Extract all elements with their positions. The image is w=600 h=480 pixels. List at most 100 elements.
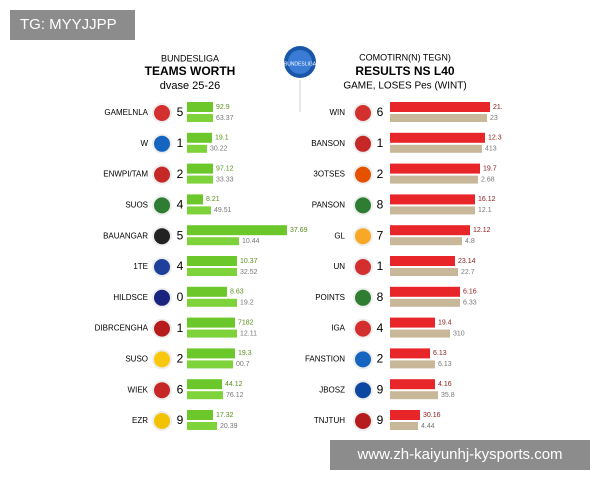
- team-badge: [152, 164, 172, 185]
- team-name: EZR: [132, 416, 148, 425]
- left-subtitle: dvase 25-26: [160, 80, 221, 92]
- team-badge: [152, 133, 172, 154]
- bar-bottom: [390, 268, 458, 276]
- rank: 1: [177, 321, 184, 335]
- team-badge: [152, 226, 172, 247]
- bar-bottom: [187, 114, 213, 122]
- team-badge: [353, 380, 373, 401]
- value-bottom: 4.44: [421, 423, 435, 430]
- left-title-top: BUNDESLIGA: [161, 53, 219, 63]
- logo-inner: [288, 50, 312, 74]
- watermark: TG: MYYJJPP: [10, 10, 135, 40]
- team-name: SUSO: [125, 355, 148, 364]
- team-badge: [152, 380, 172, 401]
- team-badge: [353, 318, 373, 339]
- value-top: 37.69: [290, 227, 308, 234]
- bar-bottom: [187, 237, 239, 246]
- value-bottom: 30.22: [210, 146, 228, 153]
- bar-bottom: [390, 422, 418, 430]
- value-bottom: 4.8: [465, 238, 475, 245]
- team-name: WIN: [329, 108, 345, 117]
- team-name: JBOSZ: [319, 385, 345, 394]
- team-name: 3OTSES: [313, 170, 345, 179]
- rank: 8: [377, 198, 384, 212]
- value-top: 4.16: [438, 381, 452, 388]
- team-badge: [353, 226, 373, 247]
- rank: 4: [177, 198, 184, 212]
- bar-bottom: [187, 391, 223, 400]
- team-name: GL: [334, 231, 345, 240]
- team-badge: [353, 257, 373, 277]
- value-bottom: 20.39: [220, 423, 238, 430]
- team-badge: [353, 164, 373, 185]
- value-bottom: 32.52: [240, 269, 258, 276]
- bar-top: [390, 348, 430, 359]
- value-top: 23.14: [458, 258, 476, 265]
- bar-bottom: [187, 422, 217, 430]
- team-name: W: [140, 139, 148, 148]
- bar-top: [187, 194, 203, 205]
- team-name: PANSON: [312, 201, 345, 210]
- team-badge: [152, 349, 172, 370]
- bar-top: [187, 348, 235, 359]
- team-name: BANSON: [311, 139, 345, 148]
- rank: 5: [177, 105, 184, 119]
- bar-bottom: [187, 144, 207, 153]
- bar-bottom: [187, 298, 237, 307]
- bar-top: [390, 410, 420, 420]
- value-bottom: 413: [485, 146, 497, 153]
- value-top: 6.13: [433, 350, 447, 357]
- team-name: BAUANGAR: [103, 231, 148, 240]
- logo: BUNDESLIGA: [284, 46, 317, 78]
- rank: 1: [377, 259, 384, 273]
- rank: 9: [377, 382, 384, 396]
- team-name: GAMELNLA: [104, 108, 148, 117]
- team-name: 1TE: [133, 262, 148, 271]
- value-top: 44.12: [225, 381, 243, 388]
- bar-bottom: [390, 144, 482, 153]
- bar-top: [187, 379, 222, 390]
- value-bottom: 22.7: [461, 269, 475, 276]
- team-name: TNJTUH: [314, 416, 345, 425]
- value-bottom: 33.33: [216, 176, 234, 183]
- bar-top: [390, 317, 435, 328]
- value-top: 8.63: [230, 289, 244, 296]
- value-top: 30.16: [423, 412, 441, 419]
- rank: 0: [177, 290, 184, 304]
- value-top: 97.12: [216, 165, 234, 172]
- rank: 1: [377, 136, 384, 150]
- team-name: POINTS: [315, 293, 345, 302]
- footer-url: www.zh-kaiyunhj-kysports.com: [330, 440, 590, 470]
- bar-bottom: [390, 114, 487, 122]
- bar-bottom: [187, 175, 213, 184]
- value-top: 19.3: [238, 350, 252, 357]
- value-bottom: 23: [490, 115, 498, 122]
- team-badge: [152, 318, 172, 339]
- team-badge: [353, 287, 373, 308]
- value-top: 21.: [493, 104, 503, 111]
- bar-top: [390, 194, 475, 205]
- bar-top: [187, 132, 212, 143]
- value-top: 19.4: [438, 319, 452, 326]
- bar-bottom: [390, 175, 478, 184]
- bar-top: [390, 256, 455, 266]
- rank: 9: [177, 413, 184, 427]
- bar-bottom: [390, 391, 438, 400]
- value-bottom: 10.44: [242, 238, 260, 245]
- value-top: 16.12: [478, 196, 496, 203]
- value-bottom: 19.2: [240, 300, 254, 307]
- rank: 4: [377, 321, 384, 335]
- team-name: FANSTION: [305, 355, 345, 364]
- value-bottom: 6.33: [463, 300, 477, 307]
- right-title: RESULTS NS L40: [355, 64, 454, 78]
- value-bottom: 00.7: [236, 361, 250, 368]
- bar-bottom: [390, 329, 450, 338]
- bar-top: [187, 163, 213, 174]
- team-name: WIEK: [128, 385, 149, 394]
- bar-top: [187, 317, 235, 328]
- value-top: 12.3: [488, 135, 502, 142]
- rank: 6: [377, 105, 384, 119]
- team-name: HILDSCE: [113, 293, 148, 302]
